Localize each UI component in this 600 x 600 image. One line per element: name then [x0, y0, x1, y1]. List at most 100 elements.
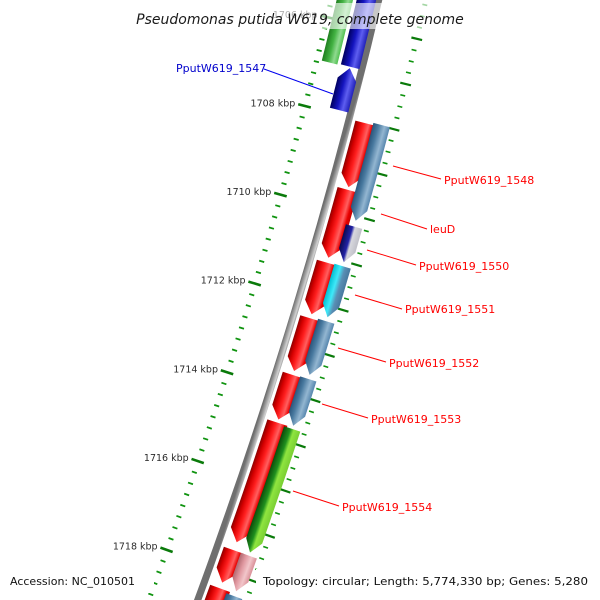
cds-arrow-plus[interactable]: [246, 426, 301, 553]
cds-arrow-plus[interactable]: [288, 376, 317, 426]
cds-arrow-plus[interactable]: [232, 552, 257, 592]
gene-label[interactable]: PputW619_1551: [405, 303, 495, 316]
inner-tick: [286, 478, 292, 482]
inner-tick: [270, 523, 277, 527]
plus-strand-cds-track: [210, 122, 390, 600]
major-tick: [191, 457, 205, 465]
minor-tick: [281, 182, 287, 186]
minor-tick: [313, 60, 320, 64]
inner-tick: [350, 274, 356, 278]
major-tick: [220, 369, 234, 376]
minor-tick: [242, 315, 248, 319]
gene-arrow-plus[interactable]: [230, 419, 288, 543]
minor-tick: [217, 392, 224, 397]
minor-tick: [319, 37, 325, 41]
inner-tick: [350, 262, 363, 268]
gene-label[interactable]: PputW619_1547: [176, 62, 266, 75]
inner-tick: [290, 466, 296, 470]
axis-tick-label: 1716 kbp: [144, 453, 189, 464]
inner-tick: [323, 365, 329, 369]
inner-tick: [274, 511, 281, 516]
minor-tick: [290, 148, 296, 152]
minor-tick: [210, 415, 216, 419]
major-tick: [159, 546, 174, 554]
inner-tick: [405, 71, 412, 75]
callout-line: [321, 403, 369, 419]
minor-tick: [156, 570, 162, 574]
minor-tick: [180, 503, 186, 508]
minor-tick: [191, 470, 198, 474]
cds-arrow-plus[interactable]: [322, 263, 351, 318]
minor-tick: [316, 48, 322, 53]
gene-arrow-minus[interactable]: [329, 68, 357, 113]
minor-tick: [238, 326, 245, 330]
gene-arrow-plus[interactable]: [272, 371, 303, 420]
gene-arrow-plus[interactable]: [341, 120, 376, 188]
inner-tick: [294, 442, 306, 449]
minor-tick: [176, 514, 182, 519]
minor-tick: [284, 171, 290, 175]
inner-tick: [278, 500, 284, 504]
gene-label[interactable]: leuD: [430, 223, 455, 236]
gene-arrow-plus[interactable]: [305, 259, 338, 315]
minor-tick: [168, 537, 174, 541]
minor-tick: [148, 592, 154, 597]
minor-tick: [305, 93, 311, 97]
minor-tick: [271, 215, 278, 219]
inner-tick: [411, 48, 417, 52]
gene-arrow-plus[interactable]: [287, 315, 321, 371]
callout-line: [392, 165, 442, 180]
axis-tick-label: 1712 kbp: [201, 276, 246, 287]
axis-tick-label: 1714 kbp: [173, 364, 218, 375]
inner-tick: [337, 307, 349, 313]
minor-tick: [213, 404, 220, 408]
minor-tick: [248, 293, 255, 297]
inner-tick: [259, 557, 265, 561]
minor-tick: [308, 82, 314, 86]
minor-tick: [228, 359, 234, 363]
gene-label[interactable]: PputW619_1550: [419, 260, 509, 273]
inner-tick: [385, 150, 391, 154]
gene-callouts: PputW619_1547 PputW619_1548 leuD PputW619_1…: [176, 62, 534, 514]
gene-arrow-plus[interactable]: [193, 584, 230, 600]
inner-tick: [343, 297, 350, 301]
status-bar: Accession: NC_010501 Topology: circular;…: [4, 569, 600, 593]
major-tick: [248, 280, 262, 287]
inner-tick: [363, 217, 376, 223]
gene-arrow-plus[interactable]: [321, 187, 358, 258]
cds-arrow-plus[interactable]: [339, 224, 363, 263]
inner-tick: [397, 105, 403, 109]
gene-label[interactable]: PputW619_1554: [342, 501, 432, 514]
axis-tick-label: 1710 kbp: [227, 187, 272, 198]
minor-tick: [160, 559, 166, 563]
cds-arrow-plus[interactable]: [305, 318, 335, 375]
inner-tick: [400, 81, 412, 87]
gene-label[interactable]: PputW619_1548: [444, 174, 534, 187]
minor-tick: [258, 259, 265, 264]
inner-tick: [400, 93, 406, 97]
minor-tick: [268, 226, 275, 230]
gene-label[interactable]: PputW619_1552: [389, 357, 479, 370]
minor-tick: [199, 448, 205, 452]
inner-tick: [279, 488, 291, 494]
inner-tick: [360, 240, 366, 244]
gene-label[interactable]: PputW619_1553: [371, 413, 461, 426]
minor-tick: [187, 481, 194, 486]
status-summary-backdrop: [256, 569, 600, 593]
callout-line: [292, 490, 340, 507]
inner-tick: [370, 206, 376, 210]
cds-arrow-plus[interactable]: [350, 122, 390, 221]
minor-tick: [202, 437, 209, 441]
inner-tick: [411, 36, 423, 42]
title-backdrop: [127, 3, 475, 29]
minor-tick: [265, 237, 271, 241]
axis-tick-label: 1708 kbp: [251, 99, 296, 110]
callout-line: [337, 347, 387, 363]
minor-tick: [287, 159, 293, 164]
minor-tick: [172, 526, 178, 530]
gene-arrow-plus[interactable]: [216, 546, 244, 583]
minor-tick: [310, 71, 317, 75]
cds-arrow-plus[interactable]: [210, 593, 243, 600]
